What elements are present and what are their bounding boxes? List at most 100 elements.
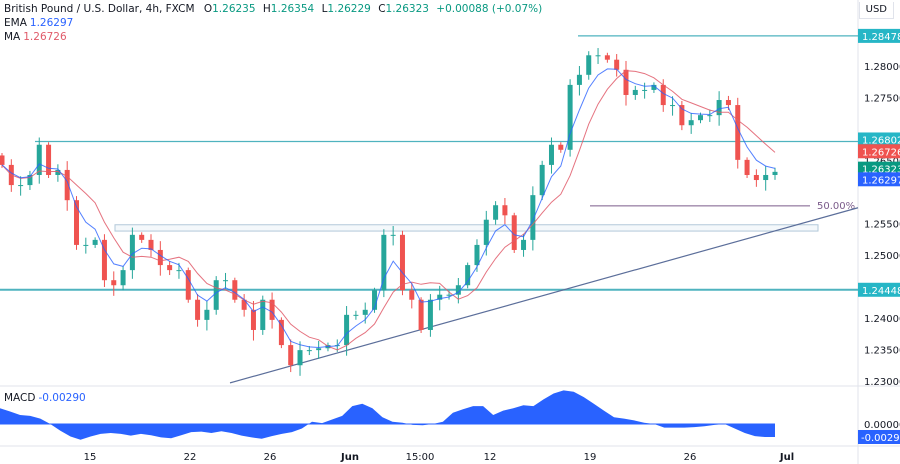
ma-label: MA <box>4 31 21 43</box>
candle-body <box>437 294 443 300</box>
candles <box>0 48 778 376</box>
price-badge <box>858 132 900 147</box>
candle-body <box>576 74 582 85</box>
low-label: L <box>321 3 328 15</box>
candle-body <box>474 244 480 266</box>
price-badge-label: 1.26802 <box>862 135 900 146</box>
price-badge-label: 1.24448 <box>862 286 900 297</box>
candle-body <box>204 309 210 320</box>
price-tick-label: 1.25000 <box>864 251 900 262</box>
candle-body <box>55 169 61 175</box>
time-tick-label: 19 <box>584 452 597 463</box>
candle-body <box>46 144 52 175</box>
ma-value: 1.26726 <box>23 31 67 43</box>
candle-body <box>511 215 517 250</box>
candle-body <box>409 290 415 300</box>
candle-body <box>74 200 80 245</box>
symbol-legend: British Pound / U.S. Dollar, 4h, FXCM O1… <box>4 3 542 16</box>
time-tick-label: Jul <box>779 452 794 463</box>
close-value: 1.26323 <box>385 3 429 15</box>
candle-body <box>679 105 685 126</box>
candle-body <box>455 285 461 295</box>
candle-body <box>493 205 499 220</box>
ema-legend[interactable]: EMA 1.26297 <box>4 17 73 30</box>
candle-body <box>362 309 368 315</box>
candle-body <box>446 294 452 296</box>
time-tick-label: 26 <box>264 452 277 463</box>
candle-body <box>344 314 350 346</box>
candle-body <box>111 280 117 286</box>
candle-body <box>772 171 778 175</box>
candle-body <box>316 348 322 351</box>
candle-body <box>660 84 666 106</box>
candle-body <box>735 105 741 160</box>
price-badge <box>858 161 900 176</box>
candle-body <box>120 270 126 286</box>
candle-body <box>353 314 359 316</box>
candle-body <box>297 350 303 366</box>
time-tick-label: 15:00 <box>406 452 435 463</box>
ma-legend[interactable]: MA 1.26726 <box>4 31 67 44</box>
candle-body <box>64 169 70 201</box>
time-tick-label: 12 <box>484 452 497 463</box>
candle-body <box>27 174 33 186</box>
candle-body <box>465 265 471 286</box>
candle-body <box>390 234 396 236</box>
candle-body <box>502 205 508 216</box>
candle-body <box>623 69 629 95</box>
candle-body <box>223 280 229 282</box>
candle-body <box>707 115 713 117</box>
candle-body <box>427 299 433 330</box>
candle-body <box>753 174 759 181</box>
candle-body <box>139 234 145 240</box>
candle-body <box>688 120 694 126</box>
low-value: 1.26229 <box>327 3 371 15</box>
candle-body <box>36 144 42 175</box>
high-value: 1.26354 <box>270 3 315 15</box>
price-tick-label: 1.28000 <box>864 62 900 73</box>
candle-body <box>306 350 312 352</box>
candle-body <box>548 144 554 165</box>
candle-body <box>148 239 154 250</box>
candle-body <box>670 105 676 107</box>
candle-body <box>269 299 275 320</box>
price-badge-label: 1.26323 <box>862 165 900 176</box>
candle-body <box>195 299 201 320</box>
candle-body <box>614 59 620 70</box>
macd-value: -0.00290 <box>38 392 86 404</box>
currency-label[interactable]: USD <box>858 2 894 19</box>
price-tick-label: 1.25500 <box>864 220 900 231</box>
macd-area <box>0 390 775 440</box>
candle-body <box>381 234 387 291</box>
time-tick-label: 26 <box>684 452 697 463</box>
price-badge <box>858 282 900 297</box>
ema-line <box>1 68 776 349</box>
candle-body <box>101 239 107 281</box>
candle-body <box>176 270 182 272</box>
candle-body <box>185 270 191 300</box>
time-tick-label: Jun <box>340 452 359 463</box>
ema-label: EMA <box>4 17 27 29</box>
candle-body <box>632 89 638 95</box>
ema-value: 1.26297 <box>29 17 74 29</box>
candle-body <box>651 84 657 90</box>
price-tick-label: 1.23000 <box>864 377 900 388</box>
price-tick-label: 1.27500 <box>864 94 900 105</box>
close-label: C <box>378 3 386 15</box>
candle-body <box>716 100 722 116</box>
price-badge <box>858 172 900 187</box>
candle-body <box>157 249 163 266</box>
candle-body <box>232 280 238 300</box>
macd-legend[interactable]: MACD -0.00290 <box>4 392 86 405</box>
candle-body <box>278 319 284 346</box>
candle-body <box>167 265 173 271</box>
candle-body <box>372 290 378 310</box>
candle-body <box>213 280 219 310</box>
candle-body <box>241 299 247 310</box>
candle-body <box>539 164 545 196</box>
open-label: O <box>203 3 213 15</box>
high-label: H <box>262 3 271 15</box>
price-badge-label: 1.28478 <box>862 32 900 43</box>
candle-body <box>521 239 527 250</box>
